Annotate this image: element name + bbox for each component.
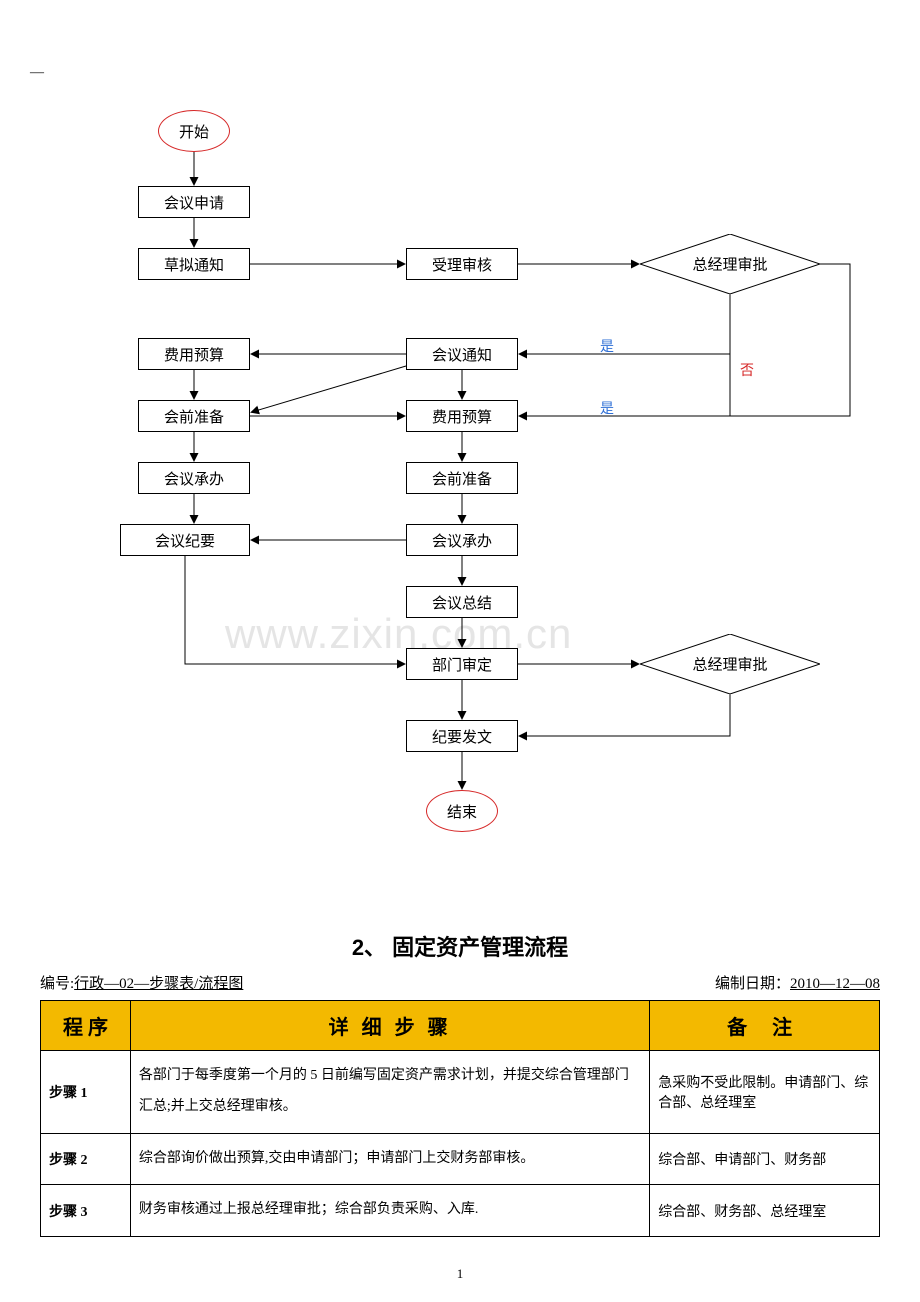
process-budget-left: 费用预算	[138, 338, 250, 370]
process-apply: 会议申请	[138, 186, 250, 218]
steps-table: 程 序 详 细 步 骤 备 注 步骤 1 各部门于每季度第一个月的 5 日前编写…	[40, 1000, 880, 1237]
terminal-end: 结束	[426, 790, 498, 832]
cell-prog: 步骤 1	[41, 1051, 131, 1134]
cell-detail: 各部门于每季度第一个月的 5 日前编写固定资产需求计划，并提交综合管理部门汇总;…	[130, 1051, 649, 1134]
section-title: 2、 固定资产管理流程	[0, 930, 920, 962]
table-header-detail: 详 细 步 骤	[130, 1001, 649, 1051]
process-host-left: 会议承办	[138, 462, 250, 494]
process-host-right: 会议承办	[406, 524, 518, 556]
cell-prog: 步骤 2	[41, 1133, 131, 1185]
process-notice: 会议通知	[406, 338, 518, 370]
process-review: 受理审核	[406, 248, 518, 280]
meta-label-right: 编制日期：	[715, 976, 790, 992]
table-row: 步骤 1 各部门于每季度第一个月的 5 日前编写固定资产需求计划，并提交综合管理…	[41, 1051, 880, 1134]
cell-note: 综合部、申请部门、财务部	[650, 1133, 880, 1185]
cell-note: 急采购不受此限制。申请部门、综合部、总经理室	[650, 1051, 880, 1134]
cell-note: 综合部、财务部、总经理室	[650, 1185, 880, 1237]
process-issue: 纪要发文	[406, 720, 518, 752]
decision-approve2: 总经理审批	[640, 634, 820, 694]
process-summary: 会议总结	[406, 586, 518, 618]
decision-approve1-label: 总经理审批	[640, 254, 820, 275]
meta-row: 编号:行政—02—步骤表/流程图 编制日期：2010—12—08	[40, 972, 880, 993]
table-header-row: 程 序 详 细 步 骤 备 注	[41, 1001, 880, 1051]
meta-label-left: 编号:	[40, 976, 74, 992]
page-number: 1	[0, 1266, 920, 1282]
watermark-text: www.zixin.com.cn	[225, 610, 572, 658]
flowchart-container: www.zixin.com.cn 开始 会议申请 草拟通知 受理审核 总经理审批…	[0, 0, 920, 880]
cell-detail: 财务审核通过上报总经理审批；综合部负责采购、入库.	[130, 1185, 649, 1237]
edge-label-yes-1: 是	[600, 336, 614, 356]
edge-label-yes-2: 是	[600, 398, 614, 418]
table-row: 步骤 3 财务审核通过上报总经理审批；综合部负责采购、入库. 综合部、财务部、总…	[41, 1185, 880, 1237]
process-minutes-left: 会议纪要	[120, 524, 250, 556]
decision-approve1: 总经理审批	[640, 234, 820, 294]
table-header-program: 程 序	[41, 1001, 131, 1051]
table-row: 步骤 2 综合部询价做出预算,交由申请部门；申请部门上交财务部审核。 综合部、申…	[41, 1133, 880, 1185]
process-draft: 草拟通知	[138, 248, 250, 280]
terminal-start: 开始	[158, 110, 230, 152]
process-dept-review: 部门审定	[406, 648, 518, 680]
edge-label-no: 否	[740, 360, 754, 380]
process-prep-left: 会前准备	[138, 400, 250, 432]
meta-value-left: 行政—02—步骤表/流程图	[74, 976, 243, 992]
process-budget-right: 费用预算	[406, 400, 518, 432]
table-header-note: 备 注	[650, 1001, 880, 1051]
decision-approve2-label: 总经理审批	[640, 654, 820, 675]
meta-value-right: 2010—12—08	[790, 976, 880, 992]
process-prep-right: 会前准备	[406, 462, 518, 494]
cell-prog: 步骤 3	[41, 1185, 131, 1237]
cell-detail: 综合部询价做出预算,交由申请部门；申请部门上交财务部审核。	[130, 1133, 649, 1185]
